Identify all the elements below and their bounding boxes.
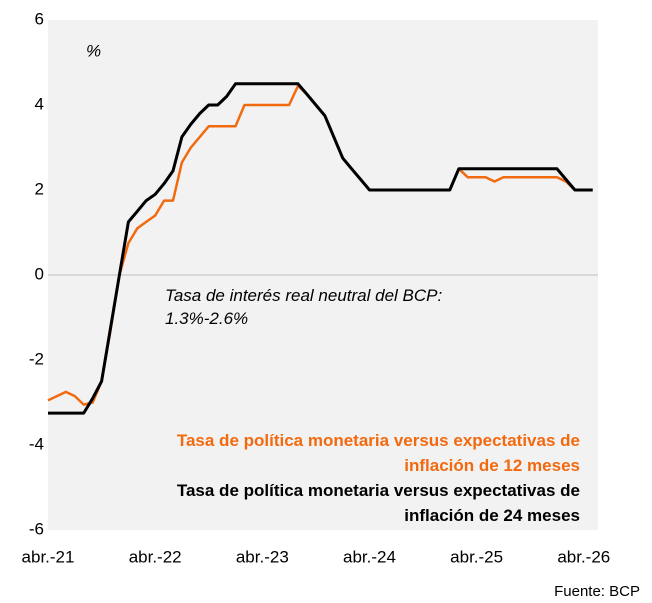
legend-entry: Tasa de política monetaria versus expect… <box>176 431 580 475</box>
legend: Tasa de política monetaria versus expect… <box>160 428 580 528</box>
unit-label: % <box>86 41 101 60</box>
x-tick-label: abr.-23 <box>236 547 289 566</box>
y-tick-label: 4 <box>35 94 44 113</box>
y-tick-label: -2 <box>29 349 44 368</box>
series-line <box>48 82 593 415</box>
y-tick-label: 2 <box>35 179 44 198</box>
x-tick-label: abr.-22 <box>129 547 182 566</box>
source: Fuente: BCP <box>554 583 640 600</box>
x-tick-label: abr.-24 <box>343 547 396 566</box>
x-tick-label: abr.-25 <box>450 547 503 566</box>
y-tick-label: 0 <box>35 264 44 283</box>
legend-entry: Tasa de política monetaria versus expect… <box>176 481 580 525</box>
y-tick-label: -6 <box>29 519 44 538</box>
y-tick-label: 6 <box>35 9 44 28</box>
plot: -6 -4 -2 0 2 4 6 abr.-21 abr.-22 abr.-23 abr.-24 ab… <box>22 9 611 566</box>
x-tick-label: abr.-26 <box>557 547 610 566</box>
y-tick-label: -4 <box>29 434 44 453</box>
x-tick-label: abr.-21 <box>22 547 75 566</box>
annotation: Tasa de interés real neutral del BCP: 1.… <box>165 286 443 328</box>
